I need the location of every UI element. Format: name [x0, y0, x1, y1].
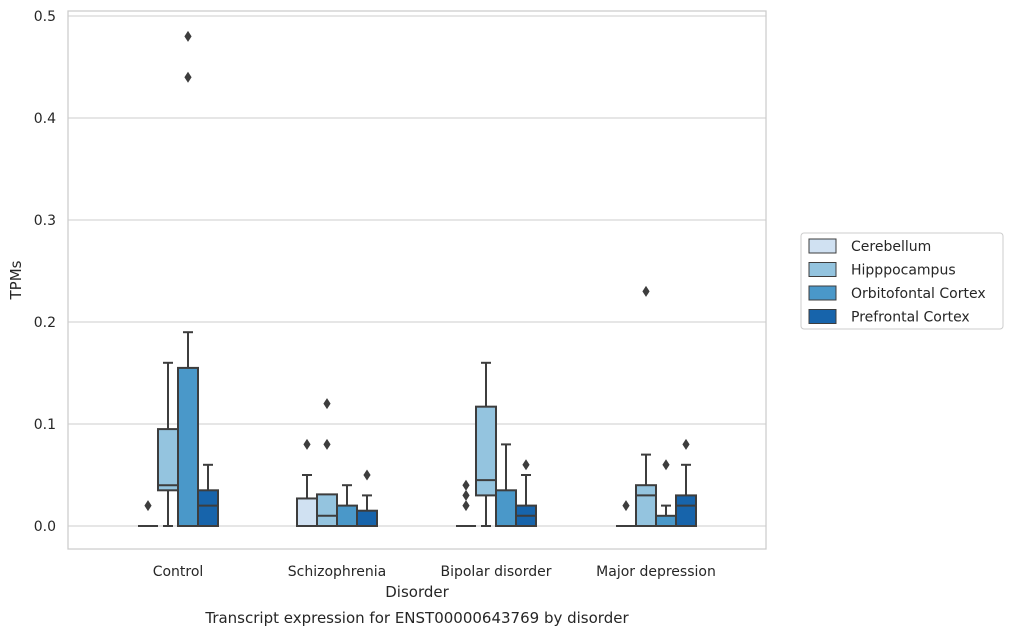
box-body — [197, 489, 219, 527]
outlier-point — [522, 459, 530, 471]
x-tick-label: Control — [153, 564, 204, 580]
box-prefrontal-cortex — [197, 463, 219, 527]
box-layer — [138, 30, 697, 528]
outlier-point — [144, 500, 152, 512]
legend-swatch — [808, 285, 837, 301]
box-body — [635, 484, 657, 528]
box-body — [157, 428, 179, 492]
outlier-point — [363, 469, 371, 481]
legend-label: Hipppocampus — [851, 263, 956, 279]
box-orbitofontal-cortex — [336, 484, 358, 528]
legend-frame — [800, 232, 1004, 330]
outlier-point — [462, 500, 470, 512]
x-tick-labels: Control Schizophrenia Bipolar disorder Majo… — [153, 564, 716, 580]
outlier-point — [323, 438, 331, 450]
legend-swatch — [808, 238, 837, 254]
box-body — [356, 509, 378, 528]
y-axis-label: TPMs — [7, 260, 25, 300]
box-hipppocampus — [316, 398, 338, 528]
legend-label: Orbitofontal Cortex — [851, 286, 986, 302]
box-body — [475, 405, 497, 497]
outlier-point — [323, 398, 331, 410]
box-hipppocampus — [475, 361, 497, 527]
outlier-point — [184, 30, 192, 42]
box-cerebellum — [138, 500, 158, 527]
y-tick-label: 0.1 — [34, 417, 56, 433]
x-tick-label: Schizophrenia — [288, 564, 386, 580]
legend-swatch — [808, 309, 837, 324]
box-body — [316, 493, 338, 528]
legend-label: Prefrontal Cortex — [851, 310, 970, 326]
y-tick-label: 0.4 — [34, 111, 56, 127]
box-orbitofontal-cortex — [177, 30, 199, 527]
legend-label: Cerebellum — [851, 239, 931, 255]
box-body — [336, 504, 358, 528]
legend: Cerebellum Hipppocampus Orbitofontal Corte… — [800, 232, 1004, 330]
outlier-point — [662, 459, 670, 471]
box-body — [655, 514, 677, 527]
y-tick-label: 0.0 — [34, 519, 56, 535]
y-tick-labels: 0.0 0.1 0.2 0.3 0.4 0.5 — [34, 9, 56, 535]
outlier-point — [642, 285, 650, 297]
box-body — [296, 497, 318, 527]
box-body — [495, 489, 517, 527]
box-prefrontal-cortex — [356, 469, 378, 528]
outlier-point — [184, 71, 192, 83]
x-axis-label: Disorder — [385, 583, 449, 601]
box-cerebellum — [456, 479, 476, 527]
plot-area-frame — [67, 10, 767, 550]
outlier-point — [462, 489, 470, 501]
box-hipppocampus — [157, 361, 179, 527]
box-hipppocampus — [635, 285, 657, 528]
box-prefrontal-cortex — [675, 438, 697, 527]
chart-caption: Transcript expression for ENST0000064376… — [204, 609, 629, 627]
outlier-point — [682, 438, 690, 450]
y-tick-label: 0.2 — [34, 315, 56, 331]
y-tick-label: 0.5 — [34, 9, 56, 25]
outlier-point — [303, 438, 311, 450]
box-orbitofontal-cortex — [655, 459, 677, 527]
box-orbitofontal-cortex — [495, 443, 517, 527]
legend-swatch — [808, 262, 837, 277]
x-tick-label: Major depression — [596, 564, 716, 580]
box-body — [675, 494, 697, 527]
box-cerebellum — [296, 438, 318, 527]
outlier-point — [462, 479, 470, 491]
box-cerebellum — [616, 500, 636, 527]
y-tick-label: 0.3 — [34, 213, 56, 229]
box-body — [177, 366, 199, 527]
box-prefrontal-cortex — [515, 459, 537, 528]
x-tick-label: Bipolar disorder — [440, 564, 551, 580]
outlier-point — [622, 500, 630, 512]
